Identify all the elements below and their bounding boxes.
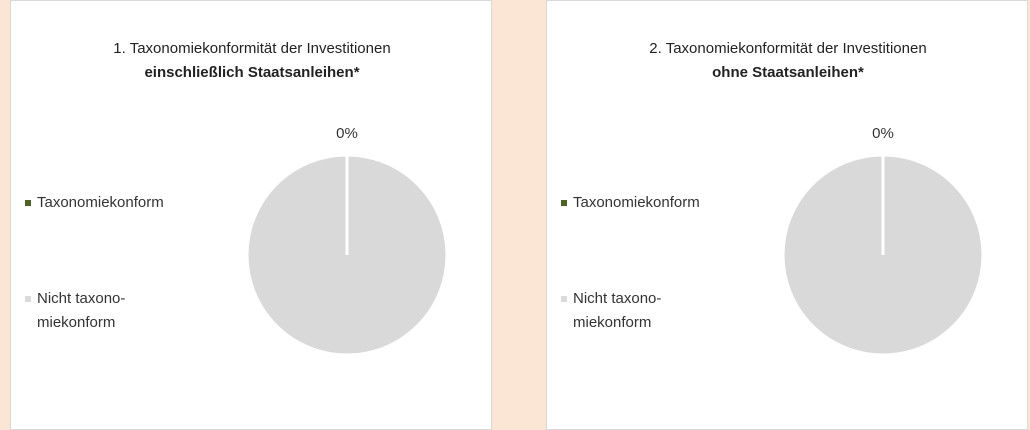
legend-item: Nicht taxono- miekonform (561, 287, 662, 335)
legend-swatch (561, 296, 567, 302)
pie-slice (781, 153, 985, 357)
legend-item: Taxonomiekonform (25, 191, 164, 215)
data-label: 0% (336, 125, 358, 142)
chart-title-block: 2. Taxonomiekonformität der Investitione… (547, 37, 1029, 85)
page: {"chart_data": [ {"type": "pie", "title"… (10, 0, 1028, 430)
chart-title-block: 1. Taxonomiekonformität der Investitione… (11, 37, 493, 85)
legend-swatch (561, 200, 567, 206)
legend-item: Taxonomiekonform (561, 191, 700, 215)
chart-title: 1. Taxonomiekonformität der Investitione… (113, 40, 391, 57)
legend-label: Nicht taxono- miekonform (37, 290, 126, 331)
chart-panel: 1. Taxonomiekonformität der Investitione… (10, 0, 492, 430)
pie: 0% (781, 125, 985, 357)
chart-panel: 2. Taxonomiekonformität der Investitione… (546, 0, 1028, 430)
pie: 0% (245, 125, 449, 357)
data-label: 0% (872, 125, 894, 142)
chart-title: 2. Taxonomiekonformität der Investitione… (649, 40, 927, 57)
legend-item: Nicht taxono- miekonform (25, 287, 126, 335)
chart-subtitle: ohne Staatsanleihen* (712, 64, 864, 81)
legend-swatch (25, 200, 31, 206)
legend-label: Nicht taxono- miekonform (573, 290, 662, 331)
legend-label: Taxonomiekonform (37, 194, 164, 211)
chart-subtitle: einschließlich Staatsanleihen* (144, 64, 360, 81)
legend-label: Taxonomiekonform (573, 194, 700, 211)
legend-swatch (25, 296, 31, 302)
pie-slice (245, 153, 449, 357)
